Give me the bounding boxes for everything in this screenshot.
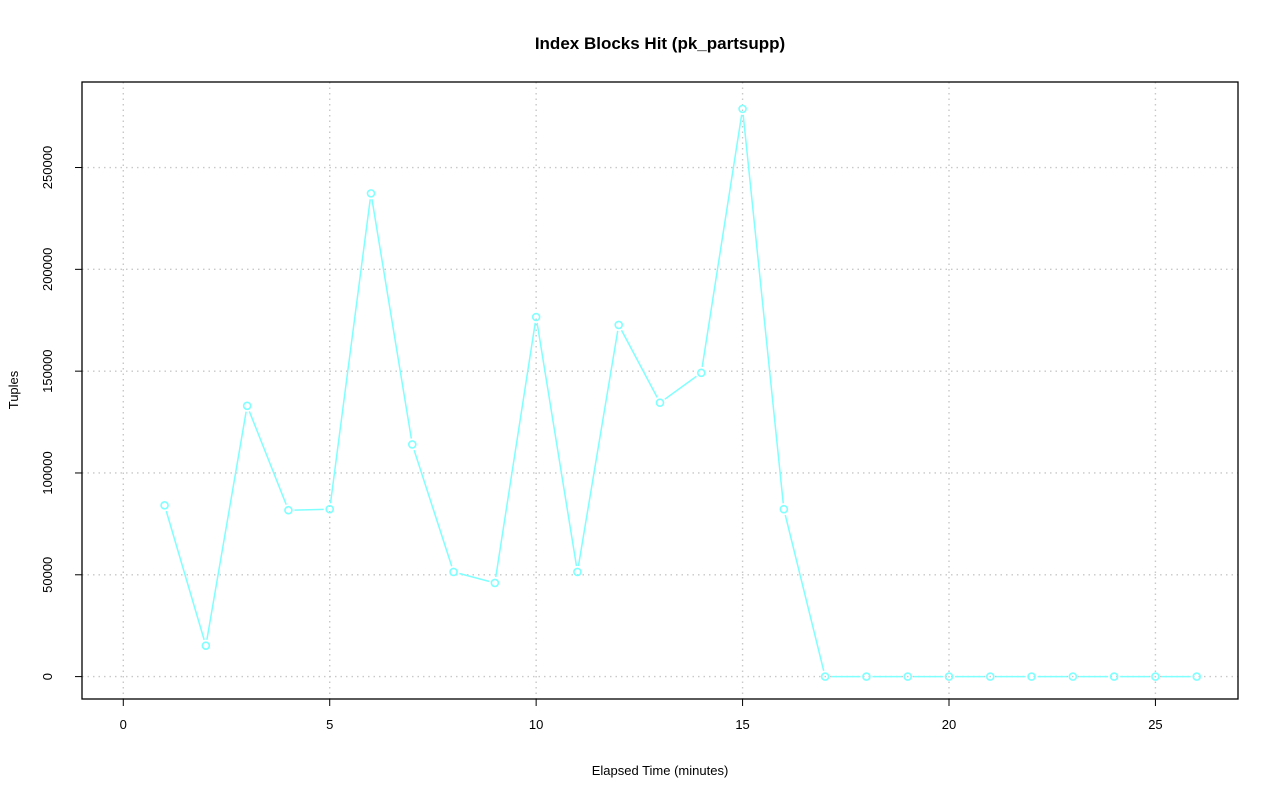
- data-point: [366, 189, 376, 198]
- data-point: [490, 578, 500, 588]
- plot-frame: [81, 81, 1239, 700]
- data-point: [1068, 672, 1078, 681]
- series-line-segment: [371, 199, 413, 439]
- series-line-segment: [742, 114, 784, 504]
- data-point: [779, 504, 789, 514]
- series-line-segment: [206, 411, 247, 640]
- data-point: [944, 672, 954, 681]
- data-point: [820, 672, 830, 681]
- data-point: [242, 401, 252, 411]
- data-point: [407, 440, 417, 449]
- series-line-segment: [784, 514, 825, 671]
- x-tick-label: 20: [942, 717, 956, 732]
- axes: 0 5 10 15 20 25 0 50000 100000 150000 200000 250000: [40, 146, 1163, 732]
- y-tick-label: 100000: [40, 451, 55, 494]
- data-point: [738, 104, 747, 114]
- y-tick-label: 50000: [40, 557, 55, 593]
- x-tick-label: 15: [735, 717, 749, 732]
- data-point: [985, 672, 995, 681]
- data-point: [284, 505, 293, 515]
- data-point: [449, 567, 458, 577]
- series-line-segment: [701, 114, 743, 367]
- y-tick-label: 150000: [40, 349, 55, 392]
- x-tick-label: 25: [1148, 717, 1162, 732]
- y-tick-label: 0: [40, 673, 55, 680]
- data-point: [573, 567, 582, 577]
- data-point: [325, 504, 335, 514]
- series-line-segment: [165, 510, 205, 641]
- x-tick-label: 10: [529, 717, 543, 732]
- series-line-segment: [664, 375, 697, 400]
- x-tick-label: 0: [120, 717, 127, 732]
- series-line-segment: [294, 508, 324, 511]
- series-line-segment: [413, 449, 453, 567]
- grid: [82, 82, 1238, 699]
- data-point: [903, 672, 913, 681]
- series-line-segment: [248, 411, 287, 505]
- data-point: [201, 641, 211, 650]
- series-line-segment: [577, 330, 619, 567]
- data-point: [655, 398, 665, 408]
- y-axis-title: Tuples: [6, 370, 21, 409]
- series-line-segment: [495, 322, 536, 578]
- y-tick-label: 200000: [40, 248, 55, 291]
- data-point: [160, 501, 169, 510]
- series: [160, 104, 1202, 681]
- data-point: [696, 368, 706, 378]
- series-line-segment: [536, 322, 578, 567]
- data-point: [1027, 672, 1036, 681]
- data-point: [1151, 672, 1160, 681]
- series-line-segment: [620, 329, 658, 398]
- data-point: [1109, 672, 1119, 681]
- x-axis-title: Elapsed Time (minutes): [592, 763, 729, 778]
- y-tick-label: 250000: [40, 146, 55, 189]
- data-point: [1192, 672, 1202, 681]
- x-tick-label: 5: [326, 717, 333, 732]
- chart-title: Index Blocks Hit (pk_partsupp): [535, 34, 785, 53]
- data-point: [862, 672, 871, 681]
- series-line-segment: [459, 572, 490, 583]
- data-point: [531, 312, 541, 322]
- series-line-segment: [329, 199, 371, 504]
- data-point: [614, 320, 624, 330]
